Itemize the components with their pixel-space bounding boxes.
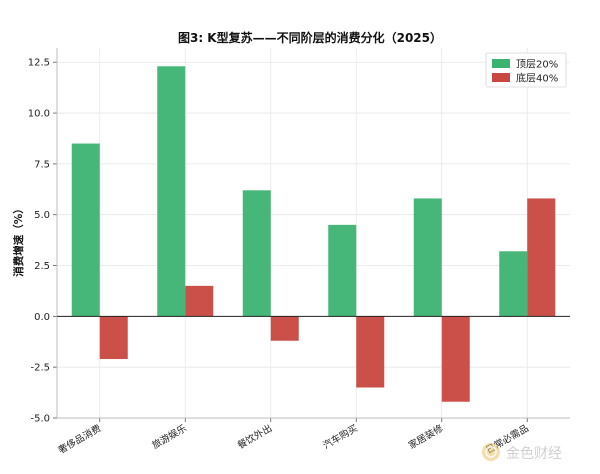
watermark: 金色财经 bbox=[482, 443, 562, 462]
x-tick-label: 家居装修 bbox=[406, 422, 445, 452]
x-tick-label: 餐饮外出 bbox=[235, 422, 274, 451]
x-tick-labels: 奢侈品消费 旅游娱乐 餐饮外出 汽车购买 家居装修 日常必需品 bbox=[56, 422, 531, 456]
bars bbox=[71, 66, 556, 402]
bar-top20 bbox=[157, 66, 186, 317]
y-tick-label: 10.0 bbox=[28, 109, 50, 120]
bar-bottom40 bbox=[99, 316, 128, 360]
legend-swatch bbox=[492, 59, 510, 68]
bar-top20 bbox=[328, 224, 357, 317]
coin-logo-icon bbox=[482, 443, 500, 461]
y-axis-label: 消费增速（%） bbox=[12, 203, 25, 277]
y-tick-label: 12.5 bbox=[28, 58, 50, 69]
bar-bottom40 bbox=[356, 316, 385, 388]
x-tick-label: 奢侈品消费 bbox=[56, 422, 103, 456]
chart-title: 图3: K型复苏——不同阶层的消费分化（2025） bbox=[178, 30, 442, 45]
bar-top20 bbox=[242, 190, 271, 317]
bar-bottom40 bbox=[270, 316, 299, 341]
bar-top20 bbox=[499, 251, 528, 317]
y-tick-label: 5.0 bbox=[34, 210, 50, 221]
y-tick-label: 7.5 bbox=[34, 159, 50, 170]
bar-top20 bbox=[413, 198, 442, 317]
bar-top20 bbox=[71, 143, 100, 317]
legend: 顶层20%底层40% bbox=[485, 52, 567, 88]
y-tick-label: -2.5 bbox=[30, 363, 50, 374]
y-tick-label: 0.0 bbox=[34, 312, 50, 323]
y-tick-labels: -5.0 -2.5 0.0 2.5 5.0 7.5 10.0 12.5 bbox=[28, 58, 50, 425]
y-tick-label: 2.5 bbox=[34, 261, 50, 272]
axes bbox=[53, 48, 570, 422]
x-tick-label: 旅游娱乐 bbox=[150, 422, 189, 452]
legend-swatch bbox=[492, 73, 510, 82]
bar-bottom40 bbox=[527, 198, 556, 317]
legend-entry: 底层40% bbox=[516, 72, 558, 85]
grid-lines bbox=[57, 48, 570, 419]
watermark-text: 金色财经 bbox=[506, 445, 562, 462]
y-tick-label: -5.0 bbox=[30, 414, 50, 425]
legend-entry: 顶层20% bbox=[516, 59, 558, 71]
bar-bottom40 bbox=[185, 285, 214, 317]
bar-bottom40 bbox=[441, 316, 470, 402]
x-tick-label: 汽车购买 bbox=[321, 422, 360, 451]
